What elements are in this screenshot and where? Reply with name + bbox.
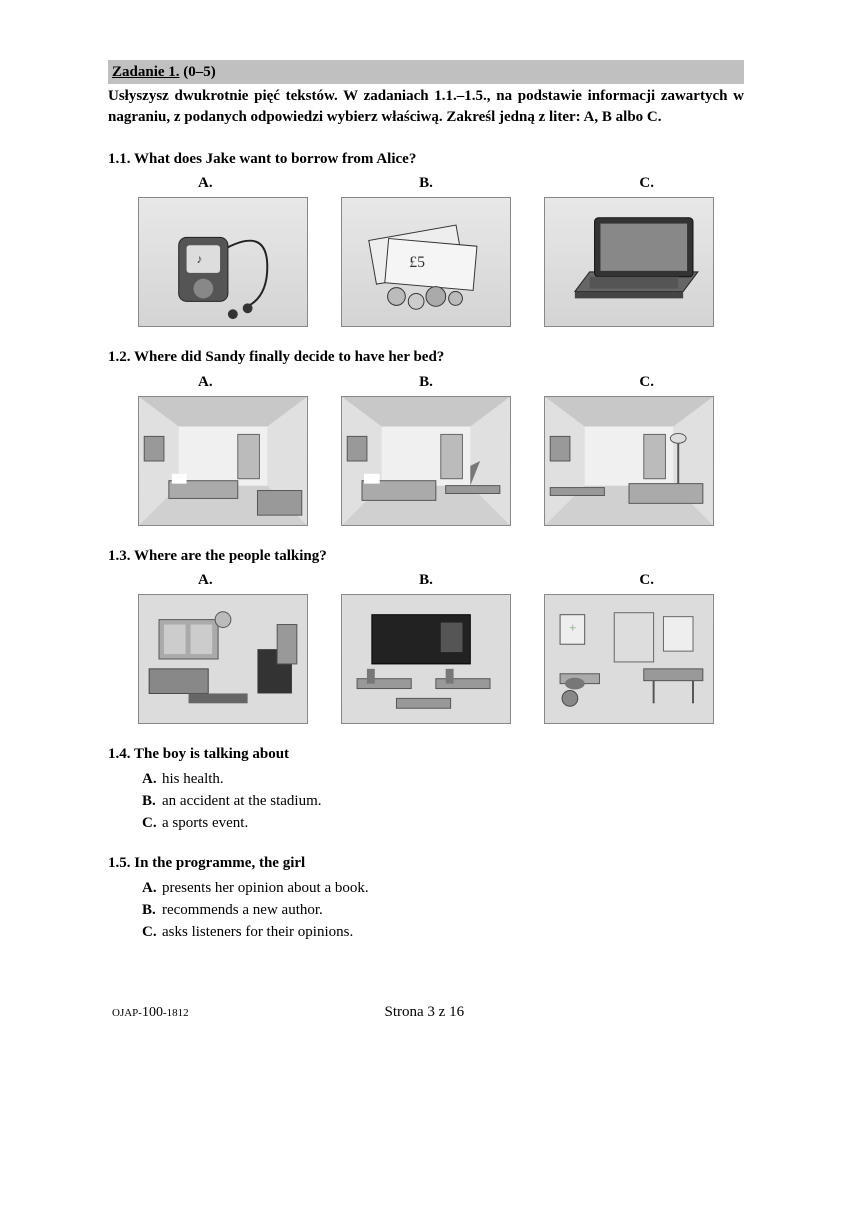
option-text: a sports event. xyxy=(162,815,248,831)
question-number: 1.3. xyxy=(108,546,131,566)
option-a: A.his health. xyxy=(142,769,744,789)
option-labels-row: A. B. C. xyxy=(108,372,744,392)
option-labels-row: A. B. C. xyxy=(108,173,744,193)
question-title: 1.3. Where are the people talking? xyxy=(108,546,744,566)
footer-code-right: -1812 xyxy=(163,1007,189,1019)
option-a: A.presents her opinion about a book. xyxy=(142,878,744,898)
option-label-a: A. xyxy=(198,173,213,193)
question-prompt: Where did Sandy finally decide to have h… xyxy=(134,349,444,365)
image-row: + xyxy=(108,594,744,724)
option-label-b: B. xyxy=(419,372,433,392)
question-title: 1.2. Where did Sandy finally decide to h… xyxy=(108,347,744,367)
question-1-5: 1.5. In the programme, the girl A.presen… xyxy=(108,853,744,942)
option-text: an accident at the stadium. xyxy=(162,793,322,809)
option-text: recommends a new author. xyxy=(162,902,323,918)
question-1-2: 1.2. Where did Sandy finally decide to h… xyxy=(108,347,744,526)
question-number: 1.5. xyxy=(108,853,131,873)
question-1-1: 1.1. What does Jake want to borrow from … xyxy=(108,149,744,328)
option-label-a: A. xyxy=(198,372,213,392)
option-image-a: ♪ xyxy=(138,197,308,327)
option-c: C.asks listeners for their opinions. xyxy=(142,922,744,942)
option-label-c: C. xyxy=(639,372,654,392)
svg-text:♪: ♪ xyxy=(196,252,202,266)
question-prompt: In the programme, the girl xyxy=(134,855,305,871)
option-c: C.a sports event. xyxy=(142,813,744,833)
option-label: B. xyxy=(142,900,162,920)
option-label: C. xyxy=(142,922,162,942)
option-image-c xyxy=(544,197,714,327)
question-number: 1.2. xyxy=(108,347,131,367)
question-number: 1.1. xyxy=(108,149,131,169)
option-image-b xyxy=(341,396,511,526)
question-number: 1.4. xyxy=(108,744,131,764)
task-number: Zadanie 1. xyxy=(112,64,180,80)
task-header: Zadanie 1. (0–5) xyxy=(108,60,744,84)
instruction-text: Usłyszysz dwukrotnie pięć tekstów. W zad… xyxy=(108,86,744,127)
option-text: asks listeners for their opinions. xyxy=(162,924,353,940)
svg-text:£5: £5 xyxy=(409,254,425,271)
footer-page: Strona 3 z 16 xyxy=(385,1002,465,1022)
option-image-c xyxy=(544,396,714,526)
question-prompt: Where are the people talking? xyxy=(134,548,327,564)
option-text: presents her opinion about a book. xyxy=(162,880,369,896)
question-prompt: The boy is talking about xyxy=(134,746,289,762)
option-image-c: + xyxy=(544,594,714,724)
footer-code-left: OJAP- xyxy=(112,1007,142,1019)
text-options: A.presents her opinion about a book. B.r… xyxy=(108,878,744,943)
question-1-3: 1.3. Where are the people talking? A. B.… xyxy=(108,546,744,725)
question-title: 1.1. What does Jake want to borrow from … xyxy=(108,149,744,169)
question-title: 1.5. In the programme, the girl xyxy=(108,853,744,873)
question-1-4: 1.4. The boy is talking about A.his heal… xyxy=(108,744,744,833)
option-label: A. xyxy=(142,878,162,898)
option-text: his health. xyxy=(162,771,224,787)
image-row: ♪ £5 xyxy=(108,197,744,327)
option-labels-row: A. B. C. xyxy=(108,570,744,590)
svg-text:+: + xyxy=(569,621,577,636)
option-image-b xyxy=(341,594,511,724)
option-label: A. xyxy=(142,769,162,789)
option-label-a: A. xyxy=(198,570,213,590)
option-label-b: B. xyxy=(419,173,433,193)
question-title: 1.4. The boy is talking about xyxy=(108,744,744,764)
option-image-a xyxy=(138,396,308,526)
option-label-c: C. xyxy=(639,173,654,193)
page-footer: OJAP-100-1812 Strona 3 z 16 xyxy=(108,1002,744,1023)
task-points: (0–5) xyxy=(180,64,216,80)
option-label: C. xyxy=(142,813,162,833)
option-label: B. xyxy=(142,791,162,811)
option-b: B.an accident at the stadium. xyxy=(142,791,744,811)
option-image-b: £5 xyxy=(341,197,511,327)
option-label-b: B. xyxy=(419,570,433,590)
option-b: B.recommends a new author. xyxy=(142,900,744,920)
text-options: A.his health. B.an accident at the stadi… xyxy=(108,769,744,834)
image-row xyxy=(108,396,744,526)
option-image-a xyxy=(138,594,308,724)
option-label-c: C. xyxy=(639,570,654,590)
question-prompt: What does Jake want to borrow from Alice… xyxy=(134,151,416,167)
footer-code: OJAP-100-1812 xyxy=(112,1004,189,1023)
footer-code-mid: 100 xyxy=(142,1005,163,1020)
